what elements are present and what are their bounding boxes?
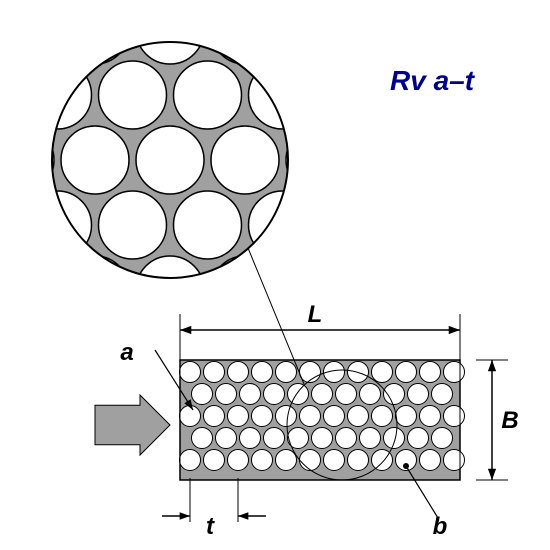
plate-hole — [252, 362, 273, 383]
plate-hole — [324, 406, 345, 427]
plate-hole — [180, 362, 201, 383]
plate-hole — [276, 450, 297, 471]
plate-hole — [408, 384, 429, 405]
plate-hole — [216, 428, 237, 449]
plate-hole — [300, 450, 321, 471]
plate-hole — [432, 384, 453, 405]
plate-hole — [444, 362, 465, 383]
plate-hole — [444, 406, 465, 427]
dim-label-a: a — [120, 339, 133, 366]
plate-hole — [336, 384, 357, 405]
plate-hole — [420, 450, 441, 471]
plate-hole — [288, 384, 309, 405]
plate-hole — [420, 406, 441, 427]
plate-hole — [216, 384, 237, 405]
plate-hole — [204, 450, 225, 471]
plate-hole — [204, 406, 225, 427]
plate-hole — [252, 406, 273, 427]
plate-hole — [240, 384, 261, 405]
plate-hole — [240, 428, 261, 449]
plate-hole — [432, 428, 453, 449]
plate-hole — [300, 406, 321, 427]
plate-hole — [372, 406, 393, 427]
plate-hole — [408, 428, 429, 449]
plate-hole — [348, 406, 369, 427]
plate-hole — [396, 406, 417, 427]
diagram-svg: Rv a–t L Bt a b — [0, 0, 550, 550]
plate-hole — [384, 384, 405, 405]
dim-label-B: B — [501, 407, 518, 434]
plate-hole — [300, 362, 321, 383]
plate-hole — [276, 362, 297, 383]
plate-hole — [228, 406, 249, 427]
plate-hole — [444, 450, 465, 471]
plate-hole — [384, 428, 405, 449]
plate-hole — [192, 428, 213, 449]
plate-hole — [204, 362, 225, 383]
dim-label-b: b — [433, 513, 448, 540]
direction-arrow — [95, 395, 170, 455]
plate-hole — [420, 362, 441, 383]
plate-hole — [192, 384, 213, 405]
plate-hole — [312, 428, 333, 449]
plate-hole — [360, 384, 381, 405]
title-text: Rv a–t — [390, 65, 476, 96]
plate-hole — [180, 450, 201, 471]
plate-hole — [276, 406, 297, 427]
plate-hole — [228, 362, 249, 383]
plate-hole — [360, 428, 381, 449]
dim-label-L: L — [308, 301, 323, 328]
plate-hole — [324, 450, 345, 471]
plate-hole — [264, 428, 285, 449]
plate-hole — [348, 450, 369, 471]
plate-hole — [312, 384, 333, 405]
diagram-stage: Rv a–t L Bt a b — [0, 0, 550, 550]
plate-hole — [252, 450, 273, 471]
perforated-plate — [180, 360, 465, 480]
plate-hole — [180, 406, 201, 427]
plate-hole — [264, 384, 285, 405]
plate-hole — [372, 362, 393, 383]
plate-hole — [336, 428, 357, 449]
dim-label-t: t — [206, 513, 215, 540]
plate-hole — [228, 450, 249, 471]
plate-hole — [396, 362, 417, 383]
